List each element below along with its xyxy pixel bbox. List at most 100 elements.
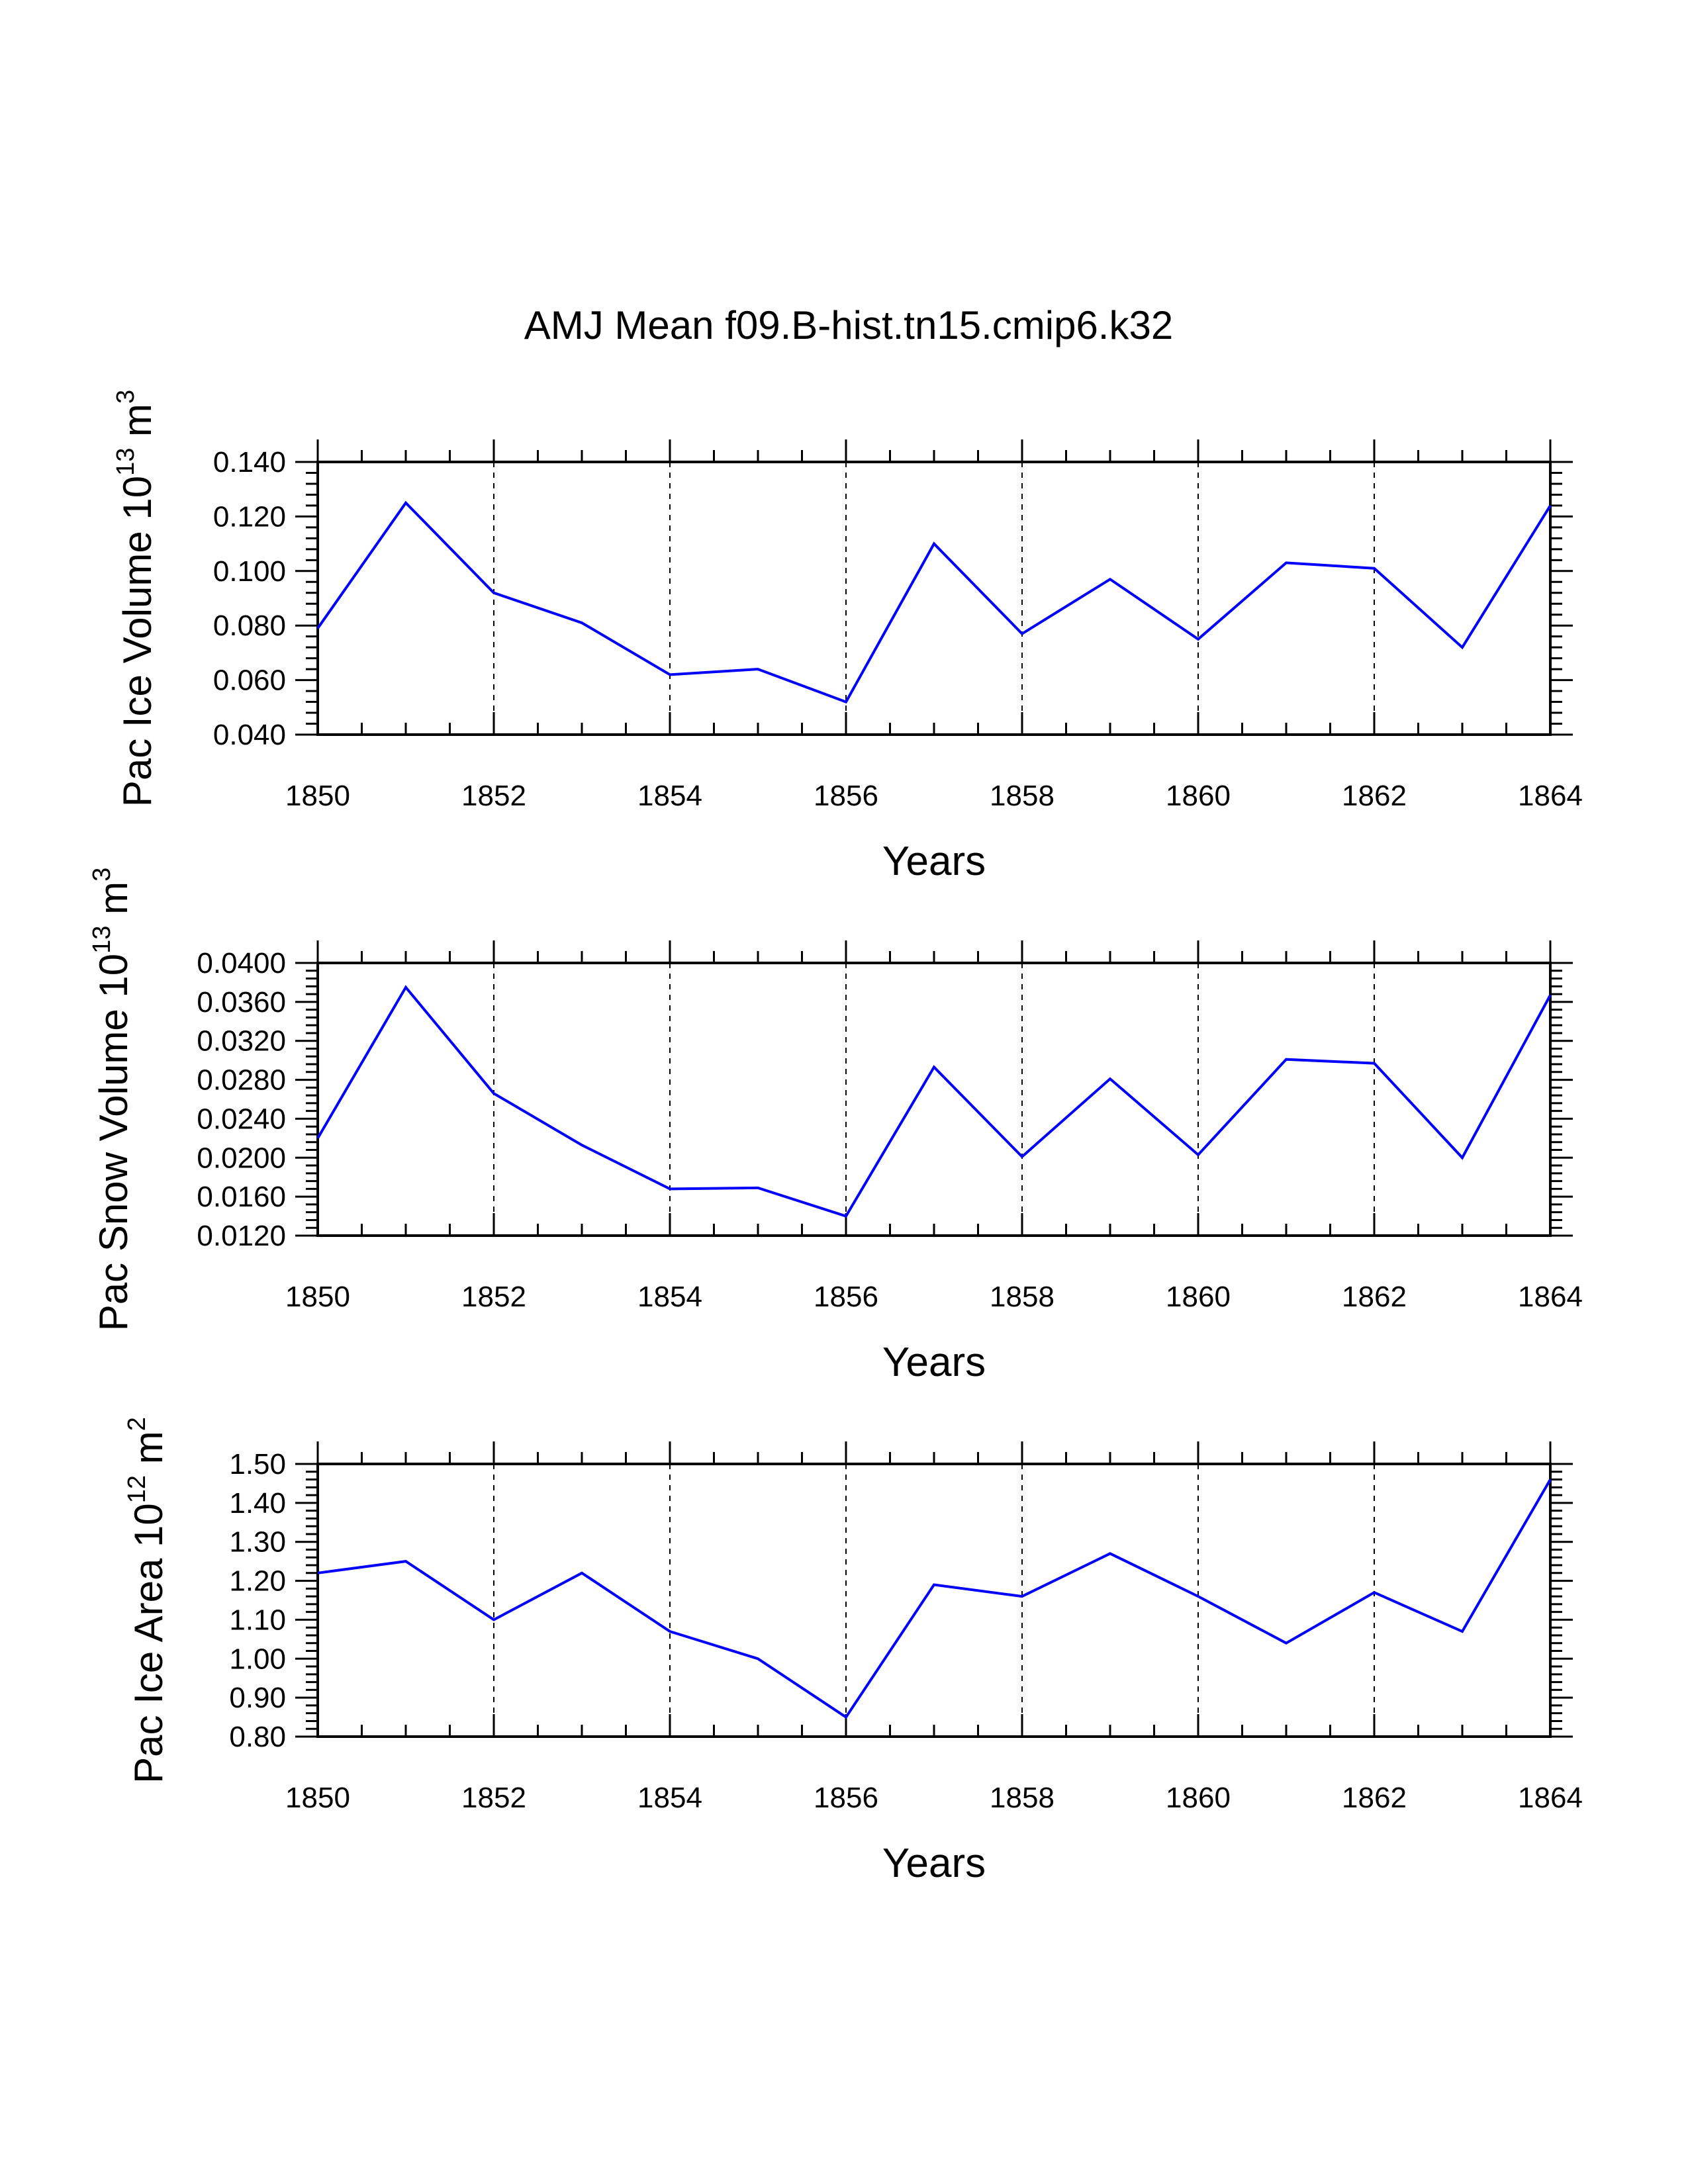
data-line — [317, 1479, 1552, 1719]
x-tick-label: 1864 — [1518, 1281, 1583, 1313]
x-tick-label: 1864 — [1518, 1782, 1583, 1814]
y-tick-label: 0.0320 — [197, 1025, 286, 1058]
data-point — [1284, 1641, 1288, 1645]
x-tick-label: 1856 — [814, 780, 878, 812]
y-axis-title: Pac Ice Volume 1013 m3 — [112, 390, 160, 807]
data-point — [1284, 561, 1288, 565]
y-tick-label: 0.140 — [213, 446, 286, 478]
data-line — [316, 985, 1552, 1218]
data-point — [492, 1091, 496, 1095]
data-point — [404, 501, 408, 505]
data-point — [1196, 1594, 1200, 1598]
y-axis-title-exponent: 12 — [123, 1475, 151, 1503]
plot-frame — [316, 1463, 1552, 1738]
y-tick-label: 0.0160 — [197, 1181, 286, 1213]
figure-title: AMJ Mean f09.B-hist.tn15.cmip6.k32 — [524, 303, 1173, 347]
x-tick-label: 1858 — [990, 1782, 1055, 1814]
data-point — [1460, 645, 1464, 649]
data-point — [1108, 1551, 1112, 1555]
x-tick-label: 1852 — [461, 1782, 526, 1814]
y-axis-title-main: Pac Ice Area 10 — [126, 1503, 171, 1784]
y-tick-label: 1.10 — [229, 1604, 286, 1636]
data-point — [756, 1657, 760, 1661]
x-tick-label: 1858 — [990, 1281, 1055, 1313]
x-tick-label: 1860 — [1166, 1782, 1231, 1814]
data-point — [932, 1582, 936, 1586]
y-tick-label: 0.120 — [213, 500, 286, 533]
data-point — [404, 1559, 408, 1563]
data-point — [1108, 577, 1112, 581]
data-point — [1020, 1594, 1024, 1598]
data-point — [1108, 1077, 1112, 1081]
x-tick-label: 1850 — [285, 1281, 350, 1313]
y-axis-title-unit-exponent: 3 — [88, 868, 116, 882]
y-axis-title-main: Pac Snow Volume 10 — [91, 954, 136, 1331]
x-tick-label: 1864 — [1518, 780, 1583, 812]
data-point — [1372, 567, 1376, 570]
x-tick-label: 1862 — [1342, 780, 1407, 812]
x-tick-label: 1854 — [637, 1281, 702, 1313]
data-point — [1196, 1153, 1200, 1157]
data-point — [580, 1143, 584, 1147]
data-point — [844, 1214, 848, 1218]
data-point — [1372, 1590, 1376, 1594]
y-tick-label: 0.90 — [229, 1682, 286, 1714]
data-point — [492, 591, 496, 595]
data-point — [668, 672, 672, 676]
panel-1: 1850 1852 1854 1856 1858 1860 1862 1864 0.040 0.0… — [112, 390, 1583, 884]
data-point — [1460, 1156, 1464, 1160]
data-point — [1460, 1629, 1464, 1633]
x-tick-label: 1850 — [285, 780, 350, 812]
y-axis-title-unit-exponent: 2 — [123, 1417, 151, 1431]
data-point — [844, 1715, 848, 1719]
data-point — [756, 1186, 760, 1190]
y-tick-label: 0.0400 — [197, 947, 286, 979]
y-tick-label: 0.0280 — [197, 1064, 286, 1097]
y-axis-title-unit-exponent: 3 — [112, 390, 140, 404]
x-tick-label: 1856 — [814, 1281, 878, 1313]
data-point — [580, 621, 584, 625]
data-point — [932, 542, 936, 546]
y-axis-title-unit: m — [91, 882, 136, 926]
x-axis-title: Years — [882, 839, 986, 884]
y-axis-title: Pac Snow Volume 1013 m3 — [88, 868, 136, 1331]
data-line — [316, 500, 1552, 704]
y-tick-label: 0.100 — [213, 555, 286, 588]
data-point — [1020, 632, 1024, 636]
panels: 1850 1852 1854 1856 1858 1860 1862 1864 0.040 0.0… — [88, 390, 1583, 1886]
y-tick-label: 0.0200 — [197, 1142, 286, 1174]
data-point — [668, 1629, 672, 1633]
y-axis-title-main: Pac Ice Volume 10 — [115, 476, 160, 807]
y-tick-label: 1.40 — [229, 1487, 286, 1520]
plot-frame — [316, 461, 1552, 736]
y-axis-title-unit: m — [115, 404, 160, 448]
y-axis-title-exponent: 13 — [88, 926, 116, 954]
data-point — [756, 667, 760, 671]
y-tick-label: 0.0240 — [197, 1103, 286, 1135]
y-axis-title-unit: m — [126, 1431, 171, 1475]
data-point — [844, 700, 848, 704]
data-point — [316, 1136, 320, 1140]
panel-3: 1850 1852 1854 1856 1858 1860 1862 1864 0.80 0.90… — [123, 1417, 1583, 1886]
panel-2: 1850 1852 1854 1856 1858 1860 1862 1864 0.0120 0.… — [88, 868, 1583, 1385]
x-axis-title: Years — [882, 1340, 986, 1385]
data-point — [1548, 993, 1552, 997]
x-axis-title: Years — [882, 1841, 986, 1886]
y-axis-title-exponent: 13 — [112, 448, 140, 476]
x-tick-label: 1852 — [461, 1281, 526, 1313]
data-point — [1372, 1062, 1376, 1066]
data-point — [1548, 1478, 1552, 1482]
x-tick-label: 1858 — [990, 780, 1055, 812]
y-tick-label: 1.20 — [229, 1565, 286, 1598]
x-tick-label: 1852 — [461, 780, 526, 812]
y-tick-label: 1.30 — [229, 1526, 286, 1559]
data-point — [932, 1065, 936, 1069]
y-tick-label: 0.80 — [229, 1721, 286, 1753]
data-point — [316, 1571, 320, 1575]
data-point — [316, 626, 320, 630]
data-point — [1020, 1155, 1024, 1159]
y-tick-label: 1.50 — [229, 1448, 286, 1480]
y-tick-label: 0.080 — [213, 610, 286, 642]
x-tick-label: 1860 — [1166, 1281, 1231, 1313]
